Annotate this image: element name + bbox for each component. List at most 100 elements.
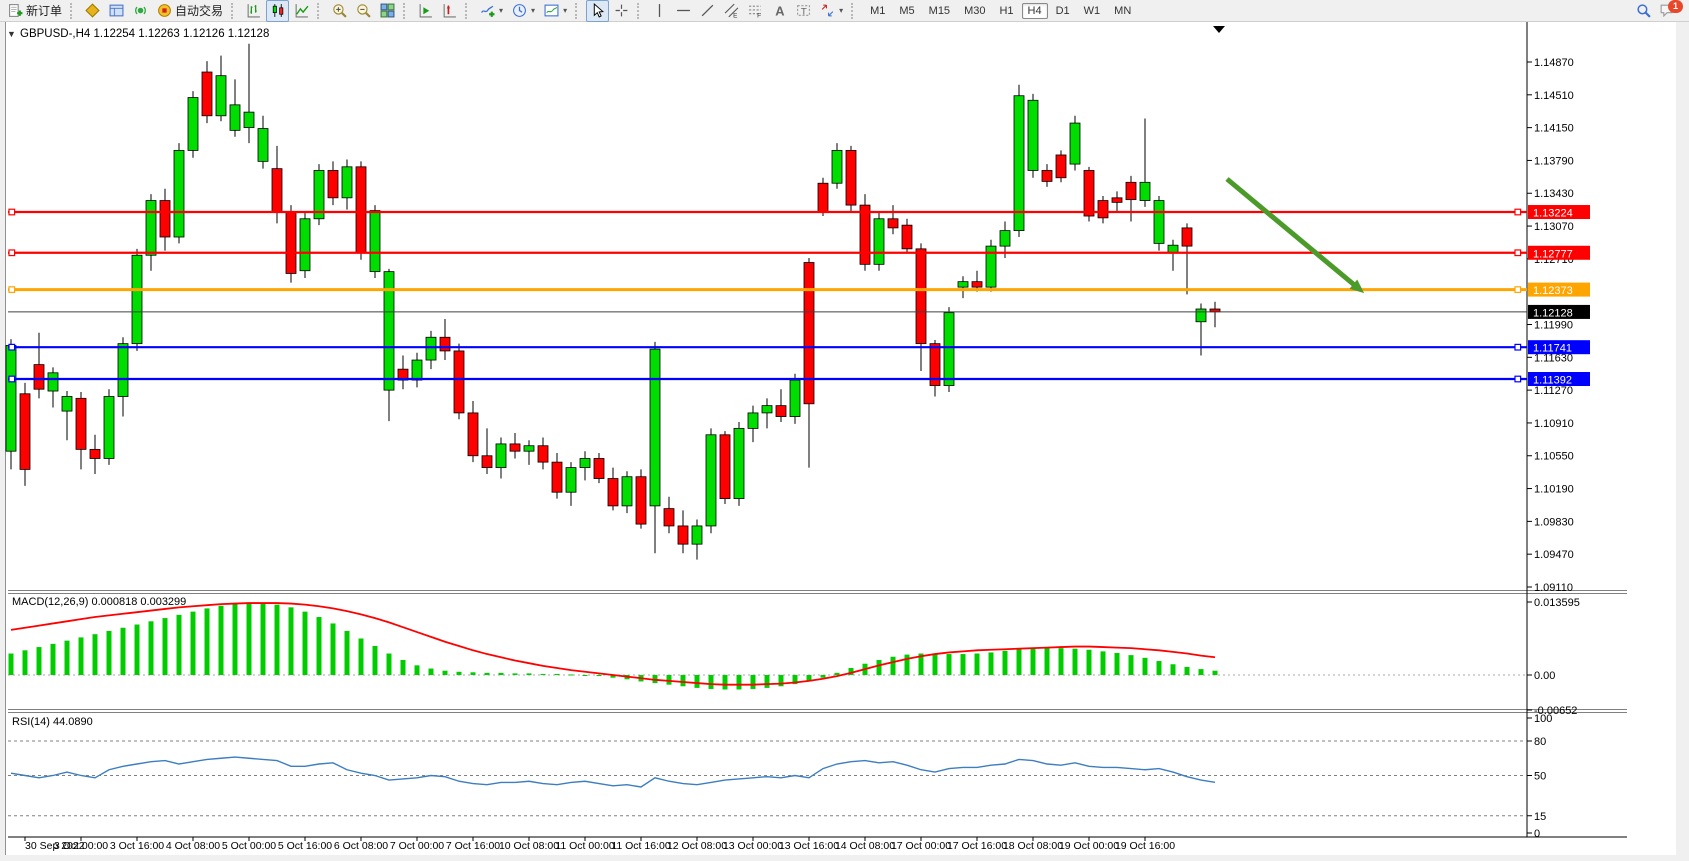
- time-axis-label: 6 Oct 08:00: [334, 840, 388, 852]
- macd-bar: [890, 656, 896, 675]
- auto-scroll-button[interactable]: [414, 0, 437, 22]
- candle-body: [369, 210, 381, 273]
- chart-canvas[interactable]: 1.14870 1.14510 1.14150 1.13790 1.13430 1.130…: [0, 22, 1689, 861]
- macd-bar: [918, 653, 924, 675]
- candle-body: [565, 467, 577, 493]
- market-watch-button[interactable]: [81, 0, 104, 22]
- rsi-indicator-label: RSI(14) 44.0890: [12, 716, 93, 728]
- macd-bar: [1100, 651, 1106, 675]
- data-window-button[interactable]: [105, 0, 128, 22]
- candle-body: [19, 393, 31, 470]
- candle-body: [1083, 170, 1095, 217]
- candle-body: [257, 128, 269, 162]
- macd-bar: [736, 675, 742, 690]
- text-button[interactable]: A: [768, 0, 791, 22]
- new-order-button[interactable]: 新订单: [4, 0, 66, 22]
- downtrend-arrow-head[interactable]: [1349, 279, 1365, 294]
- svg-text:F: F: [757, 12, 761, 18]
- fibonacci-button[interactable]: F: [744, 0, 767, 22]
- pivot-line-orange-handle[interactable]: [1514, 286, 1522, 293]
- candle-body: [873, 218, 885, 265]
- periods-button[interactable]: ▾: [508, 0, 539, 22]
- chart-selector-dropdown-icon[interactable]: ▼: [7, 29, 16, 39]
- candle-body: [887, 218, 899, 229]
- candlestick-chart-button[interactable]: [266, 0, 290, 22]
- macd-bar: [540, 673, 546, 675]
- timeframe-button-m1[interactable]: M1: [870, 4, 886, 17]
- candle-body: [229, 104, 241, 131]
- zoom-in-button[interactable]: [328, 0, 351, 22]
- arrows-button[interactable]: ▾: [816, 0, 847, 22]
- chat-button[interactable]: 1: [1659, 0, 1683, 20]
- macd-bar: [232, 603, 238, 675]
- macd-bar: [750, 675, 756, 689]
- support-line-1-handle[interactable]: [1514, 343, 1522, 351]
- rsi-axis-label: 15: [1534, 811, 1546, 823]
- macd-bar: [1072, 648, 1078, 675]
- signals-icon: [133, 3, 148, 18]
- chart-shift-marker[interactable]: [1213, 26, 1225, 33]
- autotrading-button[interactable]: 自动交易: [153, 0, 227, 22]
- macd-bar: [78, 637, 84, 675]
- support-line-1-handle[interactable]: [8, 343, 16, 351]
- price-axis-label: 1.14150: [1534, 123, 1574, 135]
- macd-histogram: [8, 602, 1218, 690]
- chart-shift-button[interactable]: [438, 0, 461, 22]
- macd-axis-label: 0.013595: [1534, 597, 1580, 609]
- resistance-line-2-handle[interactable]: [8, 249, 16, 257]
- candle-body: [985, 245, 997, 288]
- macd-bar: [106, 630, 112, 675]
- tile-windows-button[interactable]: [376, 0, 399, 22]
- chevron-down-icon: ▾: [499, 6, 504, 15]
- timeframe-button-w1[interactable]: W1: [1083, 4, 1101, 17]
- price-axis-label: 1.11990: [1534, 319, 1573, 331]
- time-axis-label: 11 Oct 16:00: [611, 840, 671, 852]
- timeframe-button-m15[interactable]: M15: [928, 4, 951, 17]
- timeframe-button-m30[interactable]: M30: [964, 4, 986, 17]
- candle-body: [1181, 227, 1193, 247]
- templates-button[interactable]: ▾: [540, 0, 571, 22]
- crosshair-button[interactable]: [610, 0, 633, 22]
- timeframe-button-h1[interactable]: H1: [999, 4, 1014, 17]
- candle-body: [187, 97, 199, 151]
- macd-bar: [778, 675, 784, 687]
- text-label-button[interactable]: T: [792, 0, 815, 22]
- channel-button[interactable]: E: [720, 0, 743, 22]
- search-icon[interactable]: [1636, 3, 1651, 18]
- trendline-button[interactable]: [696, 0, 719, 22]
- bar-chart-button[interactable]: [242, 0, 265, 22]
- timeframe-button-m5[interactable]: M5: [899, 4, 915, 17]
- line-chart-button[interactable]: [290, 0, 313, 22]
- support-line-2-handle[interactable]: [1514, 375, 1522, 383]
- resistance-line-1-handle[interactable]: [1514, 208, 1522, 216]
- price-axis-label: 1.10550: [1534, 451, 1574, 463]
- toolbar-separator: [465, 2, 471, 19]
- timeframe-button-mn[interactable]: MN: [1114, 4, 1132, 17]
- vertical-line-button[interactable]: [648, 0, 671, 22]
- toolbar-separator: [575, 2, 581, 19]
- cursor-button[interactable]: [586, 0, 610, 22]
- resistance-line-2-handle[interactable]: [1514, 249, 1522, 257]
- timeframe-button-d1[interactable]: D1: [1055, 4, 1070, 17]
- time-axis-label: 7 Oct 00:00: [390, 840, 444, 852]
- horizontal-line-button[interactable]: [672, 0, 695, 22]
- resistance-line-1-handle[interactable]: [8, 208, 16, 216]
- indicators-button[interactable]: ▾: [476, 0, 507, 22]
- candle-body: [915, 248, 927, 345]
- candle-body: [411, 359, 423, 381]
- support-line-2-handle[interactable]: [8, 375, 16, 383]
- downtrend-arrow[interactable]: [1225, 177, 1360, 290]
- candle-body: [117, 343, 129, 397]
- candle-body: [285, 211, 297, 274]
- price-axis-label: 1.14870: [1534, 57, 1574, 69]
- macd-bar: [302, 611, 308, 675]
- pivot-line-orange-handle[interactable]: [8, 286, 16, 293]
- candle-body: [47, 372, 59, 392]
- autotrading-icon: [157, 3, 172, 18]
- timeframe-button-h4[interactable]: H4: [1021, 2, 1048, 19]
- candle-body: [355, 166, 367, 253]
- zoom-out-button[interactable]: [352, 0, 375, 22]
- signals-button[interactable]: [129, 0, 152, 22]
- macd-bar: [316, 617, 322, 675]
- price-badge: [1528, 245, 1590, 260]
